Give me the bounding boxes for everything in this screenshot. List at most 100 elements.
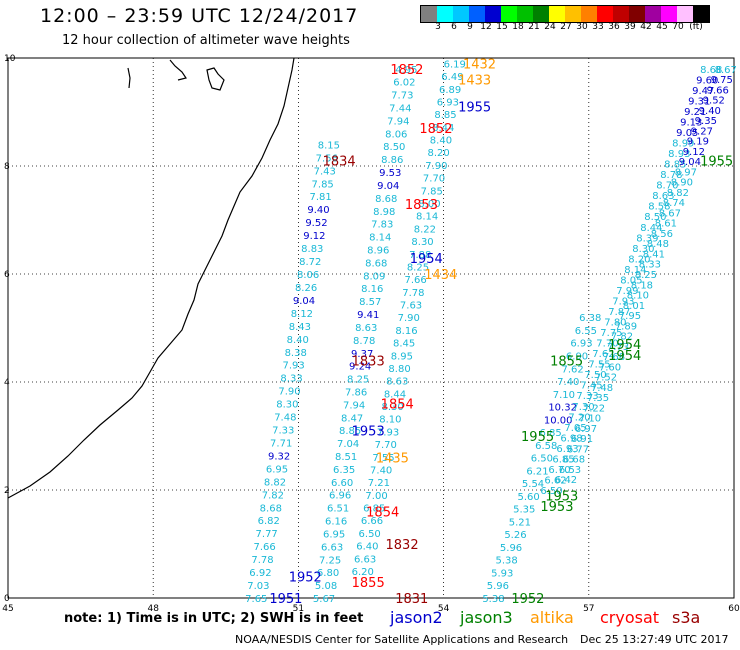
pass-time-label: 1434 <box>424 268 457 283</box>
wave-height-value: 8.30 <box>411 237 433 248</box>
coastline <box>7 57 295 499</box>
wave-height-value: 8.48 <box>647 239 669 250</box>
wave-height-value: 5.54 <box>522 479 544 490</box>
wave-height-value: 8.82 <box>667 188 689 199</box>
x-tick-label: 51 <box>293 604 304 614</box>
map-gridlines <box>8 58 734 598</box>
y-tick-label: 4 <box>4 378 10 388</box>
wave-height-value: 6.42 <box>555 475 577 486</box>
wave-height-value: 8.85 <box>434 110 456 121</box>
wave-height-value: 8.68 <box>375 194 397 205</box>
map-subtitle: 12 hour collection of altimeter wave hei… <box>62 33 350 48</box>
wave-height-value: 7.66 <box>405 275 427 286</box>
wave-height-value: 8.63 <box>386 377 408 388</box>
wave-height-value: 8.63 <box>355 323 377 334</box>
wave-height-value: 9.37 <box>351 349 373 360</box>
map-title: 12:00 – 23:59 UTC 12/24/2017 <box>40 5 359 27</box>
wave-height-value: 7.78 <box>251 555 273 566</box>
pass-time-label: 1834 <box>323 155 356 170</box>
wave-height-value: 8.12 <box>291 309 313 320</box>
wave-height-value: 8.16 <box>361 284 383 295</box>
wave-height-value: 6.35 <box>333 465 355 476</box>
colorbar-swatch <box>501 6 517 22</box>
wave-height-value: 8.98 <box>373 207 395 218</box>
wave-height-value: 7.93 <box>282 361 304 372</box>
colorbar-swatch <box>645 6 661 22</box>
wave-height-value: 7.99 <box>616 286 638 297</box>
y-tick-labels: 0 2 4 6 8 10 <box>4 54 16 604</box>
wave-height-value: 8.22 <box>414 224 436 235</box>
wave-height-value: 9.60 <box>696 75 718 86</box>
wave-height-value: 6.85 <box>540 428 562 439</box>
wave-height-value: 8.25 <box>347 375 369 386</box>
wave-height-value: 9.05 <box>676 128 698 139</box>
wave-height-value: 9.04 <box>293 296 315 307</box>
wave-height-value: 9.52 <box>703 96 725 107</box>
mission-label-s3a: s3a <box>672 608 701 627</box>
wave-height-value: 8.14 <box>624 265 646 276</box>
wave-height-value: 5.93 <box>491 568 513 579</box>
pass-time-label: 1951 <box>269 592 302 607</box>
pass-time-label: 1954 <box>608 349 641 364</box>
wave-height-value: 8.90 <box>671 178 693 189</box>
wave-height-value: 7.78 <box>402 288 424 299</box>
wave-height-value: 7.40 <box>557 377 579 388</box>
wave-height-value: 7.44 <box>389 104 411 115</box>
wave-height-value: 6.50 <box>531 454 553 465</box>
wave-height-value: 8.10 <box>627 291 649 302</box>
pass-time-labels: 1852 143214331955185218341853195414341833… <box>269 57 733 607</box>
colorbar-swatch <box>437 6 453 22</box>
credit-line: NOAA/NESDIS Center for Satellite Applica… <box>235 633 569 646</box>
wave-height-value: 6.93 <box>437 97 459 108</box>
wave-height-value: 7.21 <box>368 478 390 489</box>
wave-height-value: 8.44 <box>432 123 454 134</box>
wave-height-value: 8.96 <box>367 246 389 257</box>
wave-height-value: 6.58 <box>535 441 557 452</box>
wave-height-value: 8.40 <box>430 136 452 147</box>
colorbar-label: 15 <box>496 22 508 32</box>
pass-time-label: 1435 <box>376 452 409 467</box>
wave-height-value: 7.83 <box>371 220 393 231</box>
mission-label-jason2: jason2 <box>390 608 443 627</box>
wave-height-value: 8.20 <box>428 148 450 159</box>
wave-height-value: 8.85 <box>664 160 686 171</box>
wave-height-value: 8.25 <box>635 270 657 281</box>
wave-height-value: 9.31 <box>688 96 710 107</box>
wave-height-value: 8.82 <box>264 477 286 488</box>
wave-height-value: 8.14 <box>416 212 438 223</box>
x-tick-labels: 45 48 51 54 57 60 <box>2 604 740 614</box>
wave-height-value: 7.63 <box>400 301 422 312</box>
wave-height-value: 6.62 <box>544 475 566 486</box>
colorbar-label: 27 <box>560 22 572 32</box>
wave-height-value: 8.16 <box>395 326 417 337</box>
wave-height-value: 7.10 <box>553 390 575 401</box>
wave-height-value: 7.62 <box>562 364 584 375</box>
wave-height-value: 7.52 <box>595 373 617 384</box>
wave-height-value: 8.10 <box>379 415 401 426</box>
colorbar-swatch <box>565 6 581 22</box>
colorbar-label: 6 <box>451 22 457 32</box>
wave-height-value: 9.41 <box>357 310 379 321</box>
map-frame <box>7 57 735 599</box>
wave-height-value: 7.66 <box>253 542 275 553</box>
wave-height-value: 7.56 <box>316 153 338 164</box>
x-tick-label: 57 <box>583 604 594 614</box>
wave-height-value: 8.33 <box>639 260 661 271</box>
wave-height-value: 7.50 <box>584 370 606 381</box>
x-tick-label: 48 <box>147 604 159 614</box>
wave-height-value: 7.90 <box>278 387 300 398</box>
wave-height-value: 5.35 <box>513 505 535 516</box>
colorbar-swatch <box>485 6 501 22</box>
colorbar-label: 39 <box>624 22 636 32</box>
wave-height-value: 7.68 <box>603 352 625 363</box>
wave-height-value: 8.45 <box>393 339 415 350</box>
colorbar-label: (ft) <box>689 22 703 32</box>
pass-time-label: 1833 <box>352 354 385 369</box>
wave-height-value: 5.67 <box>313 594 335 605</box>
wave-height-value: 7.87 <box>608 307 630 318</box>
wave-height-value: 8.47 <box>341 413 363 424</box>
wave-height-value: 8.68 <box>700 65 722 76</box>
wave-height-value: 9.27 <box>691 126 713 137</box>
wave-height-value: 7.48 <box>274 413 296 424</box>
